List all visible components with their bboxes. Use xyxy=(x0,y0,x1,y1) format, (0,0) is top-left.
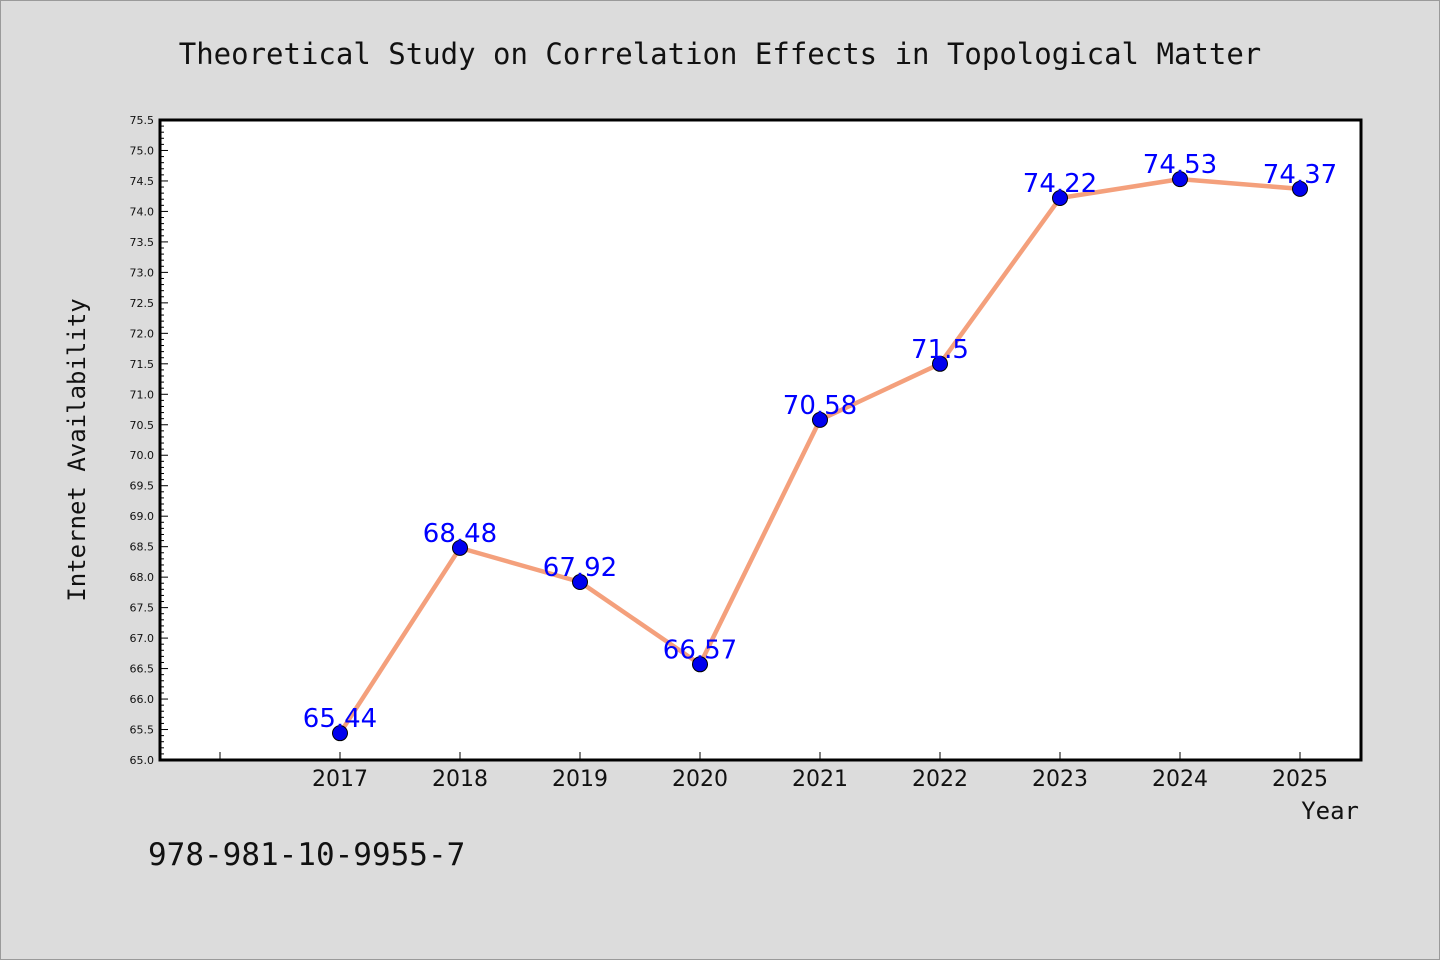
x-tick-label: 2020 xyxy=(672,767,728,792)
y-axis-label: Internet Availability xyxy=(63,298,91,601)
data-point xyxy=(1172,171,1188,188)
x-tick-label: 2019 xyxy=(552,767,608,792)
y-tick-label: 71.0 xyxy=(130,388,155,401)
data-point xyxy=(1292,180,1308,197)
plot-area xyxy=(160,120,1361,760)
y-tick-label: 70.5 xyxy=(130,419,155,432)
y-tick-label: 67.5 xyxy=(130,602,155,615)
x-axis-label: Year xyxy=(1301,797,1359,825)
chart-title: Theoretical Study on Correlation Effects… xyxy=(179,37,1262,71)
y-tick-label: 66.5 xyxy=(130,663,155,676)
data-label: 68.48 xyxy=(423,519,497,549)
axes: 65.0 65.5 66.0 66.5 67.0 67.5 68.0 68.5 69.0 69.5… xyxy=(130,114,1329,792)
y-tick-label: 75.0 xyxy=(130,144,155,157)
data-point xyxy=(332,725,348,742)
data-label: 67.92 xyxy=(543,553,617,583)
y-tick-label: 68.5 xyxy=(130,541,155,554)
y-tick-label: 73.5 xyxy=(130,236,155,249)
y-tick-label: 69.0 xyxy=(130,510,155,523)
x-tick-label: 2022 xyxy=(912,767,968,792)
data-label: 74.37 xyxy=(1263,160,1337,190)
y-tick-label: 72.5 xyxy=(130,297,155,310)
plot-border xyxy=(158,118,1363,762)
y-tick-label: 74.0 xyxy=(130,205,155,218)
data-label: 66.57 xyxy=(663,635,737,665)
data-label: 65.44 xyxy=(303,704,377,734)
y-tick-label: 69.5 xyxy=(130,480,155,493)
data-label: 74.22 xyxy=(1023,169,1097,199)
y-tick-label: 65.5 xyxy=(130,724,155,737)
y-tick-label: 75.5 xyxy=(130,114,155,127)
y-tick-label: 70.0 xyxy=(130,449,155,462)
data-label: 71.5 xyxy=(911,335,969,365)
y-tick-label: 74.5 xyxy=(130,175,155,188)
x-tick-label: 2023 xyxy=(1032,767,1088,792)
x-tick-label: 2024 xyxy=(1152,767,1208,792)
data-point xyxy=(572,574,588,591)
x-tick-label: 2021 xyxy=(792,767,848,792)
y-tick-label: 71.5 xyxy=(130,358,155,371)
y-tick-label: 67.0 xyxy=(130,632,155,645)
data-point xyxy=(932,355,948,372)
x-tick-label: 2025 xyxy=(1272,767,1328,792)
data-label: 70.58 xyxy=(783,391,857,421)
data-point xyxy=(812,411,828,428)
data-point xyxy=(452,539,468,556)
x-tick-label: 2018 xyxy=(432,767,488,792)
y-tick-label: 65.0 xyxy=(130,754,155,767)
y-tick-label: 66.0 xyxy=(130,693,155,706)
data-label: 74.53 xyxy=(1143,150,1217,180)
data-point xyxy=(692,656,708,673)
y-tick-label: 68.0 xyxy=(130,571,155,584)
series-layer: 65.44 68.48 67.92 66.57 70.58 71.5 74.22 74.53 7… xyxy=(303,150,1337,742)
x-tick-label: 2017 xyxy=(312,767,368,792)
y-tick-label: 73.0 xyxy=(130,266,155,279)
isbn-text: 978-981-10-9955-7 xyxy=(148,837,465,873)
data-point xyxy=(1052,190,1068,207)
y-tick-label: 72.0 xyxy=(130,327,155,340)
